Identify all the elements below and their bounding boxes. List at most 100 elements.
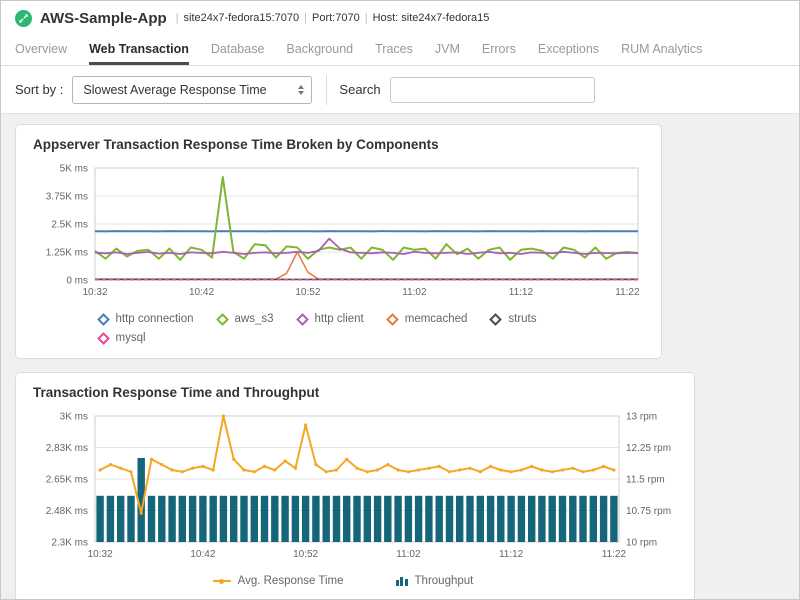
- legend-item-http-client[interactable]: http client: [295, 312, 364, 326]
- throughput-bar: [271, 495, 279, 542]
- card-throughput-chart: Transaction Response Time and Throughput…: [15, 372, 695, 599]
- x-tick-label: 11:02: [396, 549, 421, 560]
- throughput-bar: [497, 495, 505, 542]
- legend-item-aws-s3[interactable]: aws_s3: [215, 312, 274, 326]
- legend-label: memcached: [404, 313, 468, 325]
- response-time-point: [612, 468, 616, 472]
- response-time-point: [427, 466, 431, 470]
- throughput-bar: [466, 495, 474, 542]
- throughput-bar: [96, 495, 104, 542]
- throughput-bar: [435, 495, 443, 542]
- legend-label: Throughput: [414, 575, 474, 587]
- diamond-legend-icon: [489, 312, 503, 326]
- tab-background[interactable]: Background: [286, 41, 354, 56]
- throughput-bar: [188, 495, 197, 542]
- legend-item-avg-response-time[interactable]: Avg. Response Time: [212, 575, 344, 587]
- response-time-point: [396, 468, 400, 472]
- header-meta: | site24x7-fedora15:7070 | Port:7070 | H…: [171, 12, 490, 24]
- filter-bar: Sort by : Slowest Average Response Time …: [1, 66, 799, 114]
- response-time-point: [458, 468, 462, 472]
- separator: |: [364, 12, 368, 24]
- y-tick-label-right: 12.25 rpm: [626, 443, 671, 454]
- response-time-point: [499, 468, 503, 472]
- legend-item-struts[interactable]: struts: [489, 312, 537, 326]
- response-time-point: [242, 468, 246, 472]
- throughput-bar: [127, 495, 135, 542]
- throughput-bar: [281, 495, 289, 542]
- response-time-point: [201, 464, 205, 468]
- response-time-point: [324, 470, 328, 474]
- response-time-point: [345, 457, 349, 461]
- response-time-point: [283, 459, 287, 463]
- response-time-point: [108, 463, 112, 467]
- x-tick-label: 11:22: [615, 287, 640, 298]
- throughput-bar: [558, 495, 567, 542]
- response-time-point: [519, 468, 523, 472]
- throughput-bar: [548, 495, 556, 542]
- legend-item-memcached[interactable]: memcached: [385, 312, 468, 326]
- tab-web-transaction[interactable]: Web Transaction: [89, 35, 189, 65]
- throughput-bar: [579, 495, 587, 542]
- y-tick-label: 2.5K ms: [51, 220, 88, 231]
- legend-item-throughput[interactable]: Throughput: [395, 575, 474, 587]
- tab-overview[interactable]: Overview: [15, 41, 68, 56]
- diamond-legend-icon: [96, 312, 110, 326]
- throughput-bar: [404, 495, 413, 542]
- response-time-point: [191, 466, 195, 470]
- throughput-bar: [147, 495, 156, 542]
- throughput-bar: [538, 495, 546, 542]
- y-tick-label-right: 13 rpm: [626, 412, 657, 423]
- throughput-bar: [589, 495, 597, 542]
- up-down-arrows-icon: [298, 84, 305, 95]
- header-port: Port:7070: [312, 12, 360, 24]
- response-time-point: [252, 470, 256, 474]
- tab-database[interactable]: Database: [210, 41, 265, 56]
- response-time-point: [232, 457, 236, 461]
- throughput-bar: [517, 495, 526, 542]
- tab-exceptions[interactable]: Exceptions: [537, 41, 600, 56]
- throughput-bar: [528, 495, 536, 542]
- tab-traces[interactable]: Traces: [375, 41, 413, 56]
- tab-rum-analytics[interactable]: RUM Analytics: [621, 41, 703, 56]
- tab-jvm[interactable]: JVM: [434, 41, 460, 56]
- throughput-bar: [445, 495, 454, 542]
- x-tick-label: 11:12: [499, 549, 524, 560]
- x-tick-label: 10:32: [82, 287, 107, 298]
- throughput-bar: [322, 495, 330, 542]
- throughput-bar: [569, 495, 577, 542]
- response-time-point: [180, 470, 184, 474]
- legend-item-mysql[interactable]: mysql: [96, 331, 146, 345]
- throughput-bar: [260, 495, 269, 542]
- response-time-point: [129, 470, 133, 474]
- legend-label: aws_s3: [234, 313, 274, 325]
- header-host-port: site24x7-fedora15:7070: [183, 12, 300, 24]
- response-time-point: [149, 457, 154, 461]
- response-time-point: [293, 466, 297, 470]
- response-time-point: [591, 468, 595, 472]
- x-tick-label: 10:42: [189, 287, 214, 298]
- chart2-title: Transaction Response Time and Throughput: [33, 385, 320, 400]
- throughput-bar: [158, 495, 166, 542]
- y-tick-label-right: 10.75 rpm: [626, 506, 671, 517]
- bars-legend-icon: [395, 576, 408, 586]
- sort-by-select[interactable]: Slowest Average Response Time: [72, 75, 313, 104]
- throughput-bar: [507, 495, 515, 542]
- y-tick-label: 2.65K ms: [46, 475, 88, 486]
- throughput-bar: [291, 495, 300, 542]
- response-time-point: [273, 468, 277, 472]
- response-time-point: [437, 464, 441, 468]
- legend-item-http-connection[interactable]: http connection: [96, 312, 194, 326]
- throughput-bar: [106, 495, 115, 542]
- y-tick-label-right: 10 rpm: [626, 538, 657, 549]
- tab-bar: Overview Web Transaction Database Backgroun…: [1, 35, 799, 66]
- tab-errors[interactable]: Errors: [481, 41, 516, 56]
- legend-label: Avg. Response Time: [237, 575, 344, 587]
- search-input[interactable]: [389, 76, 595, 103]
- y-tick-label: 1.25K ms: [46, 248, 88, 259]
- throughput-bar: [353, 495, 361, 542]
- y-tick-label: 2.3K ms: [51, 538, 88, 549]
- response-time-point: [602, 464, 606, 468]
- search-label: Search: [339, 82, 381, 97]
- response-time-point: [160, 463, 164, 467]
